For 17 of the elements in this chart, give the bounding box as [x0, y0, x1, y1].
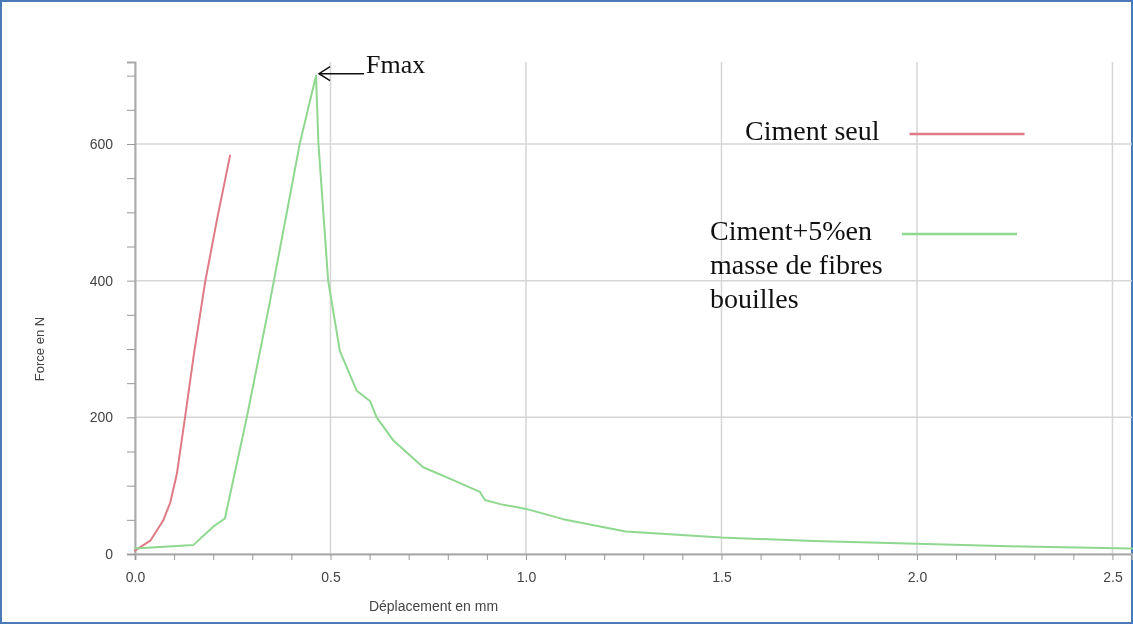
x-axis-title: Déplacement en mm — [368, 598, 499, 614]
x-tick-label: 0.5 — [321, 568, 341, 585]
y-tick-label: 400 — [89, 272, 114, 289]
line-series — [134, 74, 1133, 550]
y-axis-title: Force en N — [32, 316, 47, 382]
y-tick-label: 200 — [89, 409, 114, 426]
y-tick-label: 600 — [89, 135, 114, 152]
y-tick-label: 0 — [105, 545, 114, 562]
x-tick-label: 2.0 — [907, 568, 928, 585]
x-tick-label: 1.0 — [516, 568, 537, 585]
x-tick-label: 0.0 — [125, 568, 146, 585]
x-tick-label: 1.5 — [712, 568, 732, 585]
annotation: Fmax — [366, 49, 426, 79]
x-tick-label: 2.5 — [1103, 568, 1123, 585]
line-series — [134, 154, 232, 552]
legend-label: Ciment seul — [745, 115, 880, 146]
legend-label: Ciment+5%en masse de fibres bouilles — [710, 215, 883, 314]
